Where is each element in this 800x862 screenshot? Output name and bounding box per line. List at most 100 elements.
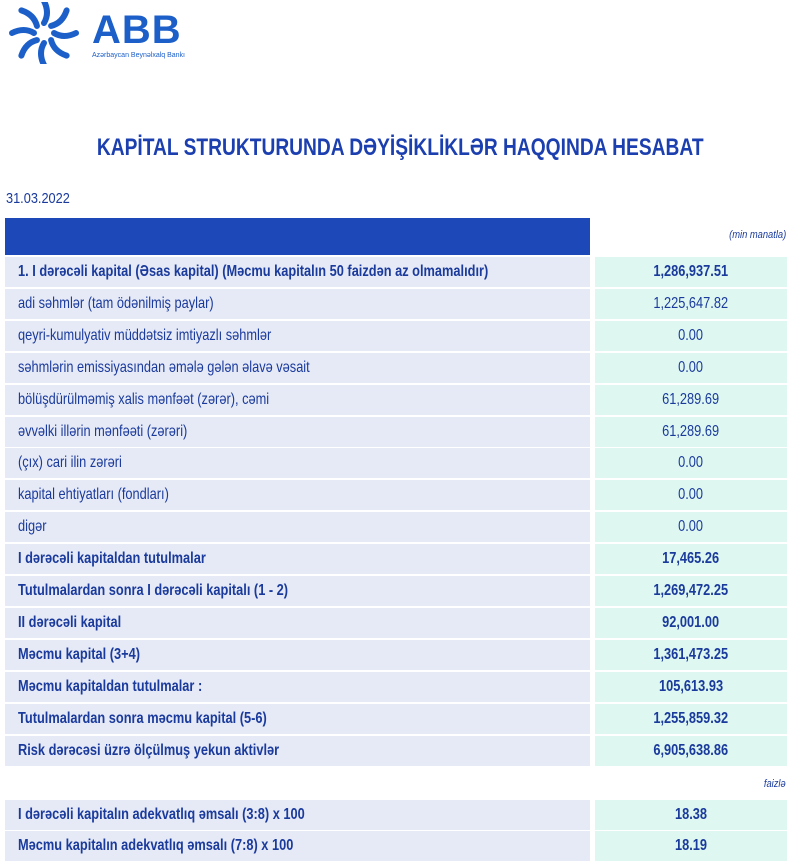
row-label: (çıx) cari ilin zərəri [18, 454, 122, 472]
row-label: Məcmu kapitaldan tutulmalar : [18, 677, 203, 695]
row-label: Tutulmalardan sonra məcmu kapital (5-6) [18, 709, 267, 727]
table-row: əvvəlki illərin mənfəəti (zərəri) 61,289.… [5, 416, 787, 447]
row-value-cell: 18.38 [595, 800, 787, 830]
logo-petal [41, 0, 50, 26]
table-row: I dərəcəli kapitaldan tutulmalar 17,465.2… [5, 544, 787, 575]
row-label-cell: Tutulmalardan sonra məcmu kapital (5-6) [5, 703, 590, 734]
row-label: səhmlərin emissiyasından əmələ gələn əla… [18, 358, 310, 376]
row-label: Tutulmalardan sonra I dərəcəli kapitalı … [18, 582, 289, 599]
row-value: 61,289.69 [662, 422, 720, 440]
row-label-cell: Tutulmalardan sonra I dərəcəli kapitalı … [5, 576, 590, 606]
page-title: KAPİTAL STRUKTURUNDA DƏYİŞİKLİKLƏR HAQQI… [96, 134, 704, 161]
row-value-cell: 17,465.26 [595, 544, 787, 575]
row-value-cell: 1,225,647.82 [595, 288, 787, 319]
row-value: 6,905,638.86 [653, 741, 729, 759]
abb-logo-mark-icon [9, 0, 79, 68]
unit-label: (min manatla) [728, 229, 786, 241]
table-row: Məcmu kapitaldan tutulmalar : 105,613.93 [5, 671, 787, 702]
row-label: 1. I dərəcəli kapital (Əsas kapital) (Mə… [18, 263, 489, 280]
table-row: Risk dərəcəsi üzrə ölçülmuş yekun aktivl… [5, 735, 787, 766]
row-label-cell: II dərəcəli kapital [5, 607, 590, 638]
row-label-cell: Məcmu kapitaldan tutulmalar : [5, 671, 590, 702]
row-value: 1,225,647.82 [653, 294, 729, 312]
row-value-cell: 1,286,937.51 [595, 257, 787, 287]
row-value: 0.00 [678, 454, 704, 472]
row-value: 1,269,472.25 [653, 582, 729, 599]
table-row: Tutulmalardan sonra məcmu kapital (5-6) 1… [5, 703, 787, 734]
table-row: kapital ehtiyatları (fondları) 0.00 [5, 480, 787, 511]
row-label-cell: səhmlərin emissiyasından əmələ gələn əla… [5, 352, 590, 383]
row-value: 1,286,937.51 [653, 263, 729, 280]
report-date: 31.03.2022 [6, 190, 70, 207]
table-row: səhmlərin emissiyasından əmələ gələn əla… [5, 352, 787, 383]
row-label-cell: 1. I dərəcəli kapital (Əsas kapital) (Mə… [5, 257, 590, 287]
logo-petal [48, 37, 70, 59]
logo-petal [18, 37, 40, 59]
row-value-cell: 0.00 [595, 352, 787, 383]
row-value: 0.00 [678, 518, 704, 536]
row-label-cell: adi səhmlər (tam ödənilmiş paylar) [5, 288, 590, 319]
logo-petal [9, 27, 37, 36]
row-value-cell: 0.00 [595, 480, 787, 511]
row-label-cell: əvvəlki illərin mənfəəti (zərəri) [5, 416, 590, 447]
row-value-cell: 1,269,472.25 [595, 576, 787, 606]
row-label-cell: I dərəcəli kapitaldan tutulmalar [5, 544, 590, 575]
table-row: II dərəcəli kapital 92,001.00 [5, 607, 787, 638]
row-value-cell: 0.00 [595, 320, 787, 351]
table-row: Məcmu kapital (3+4) 1,361,473.25 [5, 639, 787, 670]
row-label: II dərəcəli kapital [18, 613, 122, 631]
row-value-cell: 61,289.69 [595, 384, 787, 415]
table-row: qeyri-kumulyativ müddətsiz imtiyazlı səh… [5, 320, 787, 351]
row-value-cell: 61,289.69 [595, 416, 787, 447]
row-label-cell: Məcmu kapitalın adekvatlıq əmsalı (7:8) … [5, 831, 590, 861]
row-label: qeyri-kumulyativ müddətsiz imtiyazlı səh… [18, 326, 272, 344]
row-label-cell: kapital ehtiyatları (fondları) [5, 480, 590, 511]
row-value-cell: 0.00 [595, 512, 787, 543]
table-header-bar [5, 218, 590, 255]
abb-logo: ABB Azərbaycan Beynəlxalq Bankı [4, 0, 204, 68]
row-label-cell: bölüşdürülməmiş xalis mənfəət (zərər), c… [5, 384, 590, 415]
logo-subtitle: Azərbaycan Beynəlxalq Bankı [92, 52, 185, 59]
row-label: I dərəcəli kapitalın adekvatlıq əmsalı (… [18, 806, 305, 823]
table-row: 1. I dərəcəli kapital (Əsas kapital) (Mə… [5, 257, 787, 287]
row-value: 0.00 [678, 326, 704, 344]
row-value: 0.00 [678, 358, 704, 376]
row-label: digər [18, 518, 47, 536]
row-value: 18.38 [674, 806, 708, 823]
row-label: Məcmu kapitalın adekvatlıq əmsalı (7:8) … [18, 837, 294, 854]
row-value: 1,361,473.25 [653, 645, 729, 663]
row-value-cell: 1,255,859.32 [595, 703, 787, 734]
row-label-cell: qeyri-kumulyativ müddətsiz imtiyazlı səh… [5, 320, 590, 351]
logo-petal [51, 30, 79, 39]
row-value: 105,613.93 [658, 677, 724, 695]
row-value: 92,001.00 [662, 613, 720, 631]
row-label-cell: I dərəcəli kapitalın adekvatlıq əmsalı (… [5, 800, 590, 830]
row-value-cell: 6,905,638.86 [595, 735, 787, 766]
row-label-cell: digər [5, 512, 590, 543]
row-value: 1,255,859.32 [653, 709, 729, 727]
row-value-cell: 0.00 [595, 448, 787, 479]
row-value-cell: 1,361,473.25 [595, 639, 787, 670]
row-value: 0.00 [678, 486, 704, 504]
row-value: 17,465.26 [662, 550, 720, 568]
row-label: əvvəlki illərin mənfəəti (zərəri) [18, 422, 188, 440]
table-row: adi səhmlər (tam ödənilmiş paylar) 1,225,… [5, 288, 787, 319]
row-label: Risk dərəcəsi üzrə ölçülmuş yekun aktivl… [18, 741, 280, 759]
row-label-cell: (çıx) cari ilin zərəri [5, 448, 590, 479]
logo-wordmark: ABB [92, 8, 182, 52]
row-value-cell: 92,001.00 [595, 607, 787, 638]
row-value: 61,289.69 [662, 390, 720, 408]
row-label: kapital ehtiyatları (fondları) [18, 486, 169, 504]
table-row: bölüşdürülməmiş xalis mənfəət (zərər), c… [5, 384, 787, 415]
row-value-cell: 105,613.93 [595, 671, 787, 702]
row-value-cell: 18.19 [595, 831, 787, 861]
row-label: Məcmu kapital (3+4) [18, 645, 140, 663]
row-label-cell: Risk dərəcəsi üzrə ölçülmuş yekun aktivl… [5, 735, 590, 766]
table-row: digər 0.00 [5, 512, 787, 543]
table-row: Məcmu kapitalın adekvatlıq əmsalı (7:8) … [5, 831, 787, 861]
row-label-cell: Məcmu kapital (3+4) [5, 639, 590, 670]
logo-petal [48, 7, 70, 29]
row-label: bölüşdürülməmiş xalis mənfəət (zərər), c… [18, 390, 270, 408]
table-row: I dərəcəli kapitalın adekvatlıq əmsalı (… [5, 800, 787, 830]
row-value: 18.19 [674, 837, 708, 854]
